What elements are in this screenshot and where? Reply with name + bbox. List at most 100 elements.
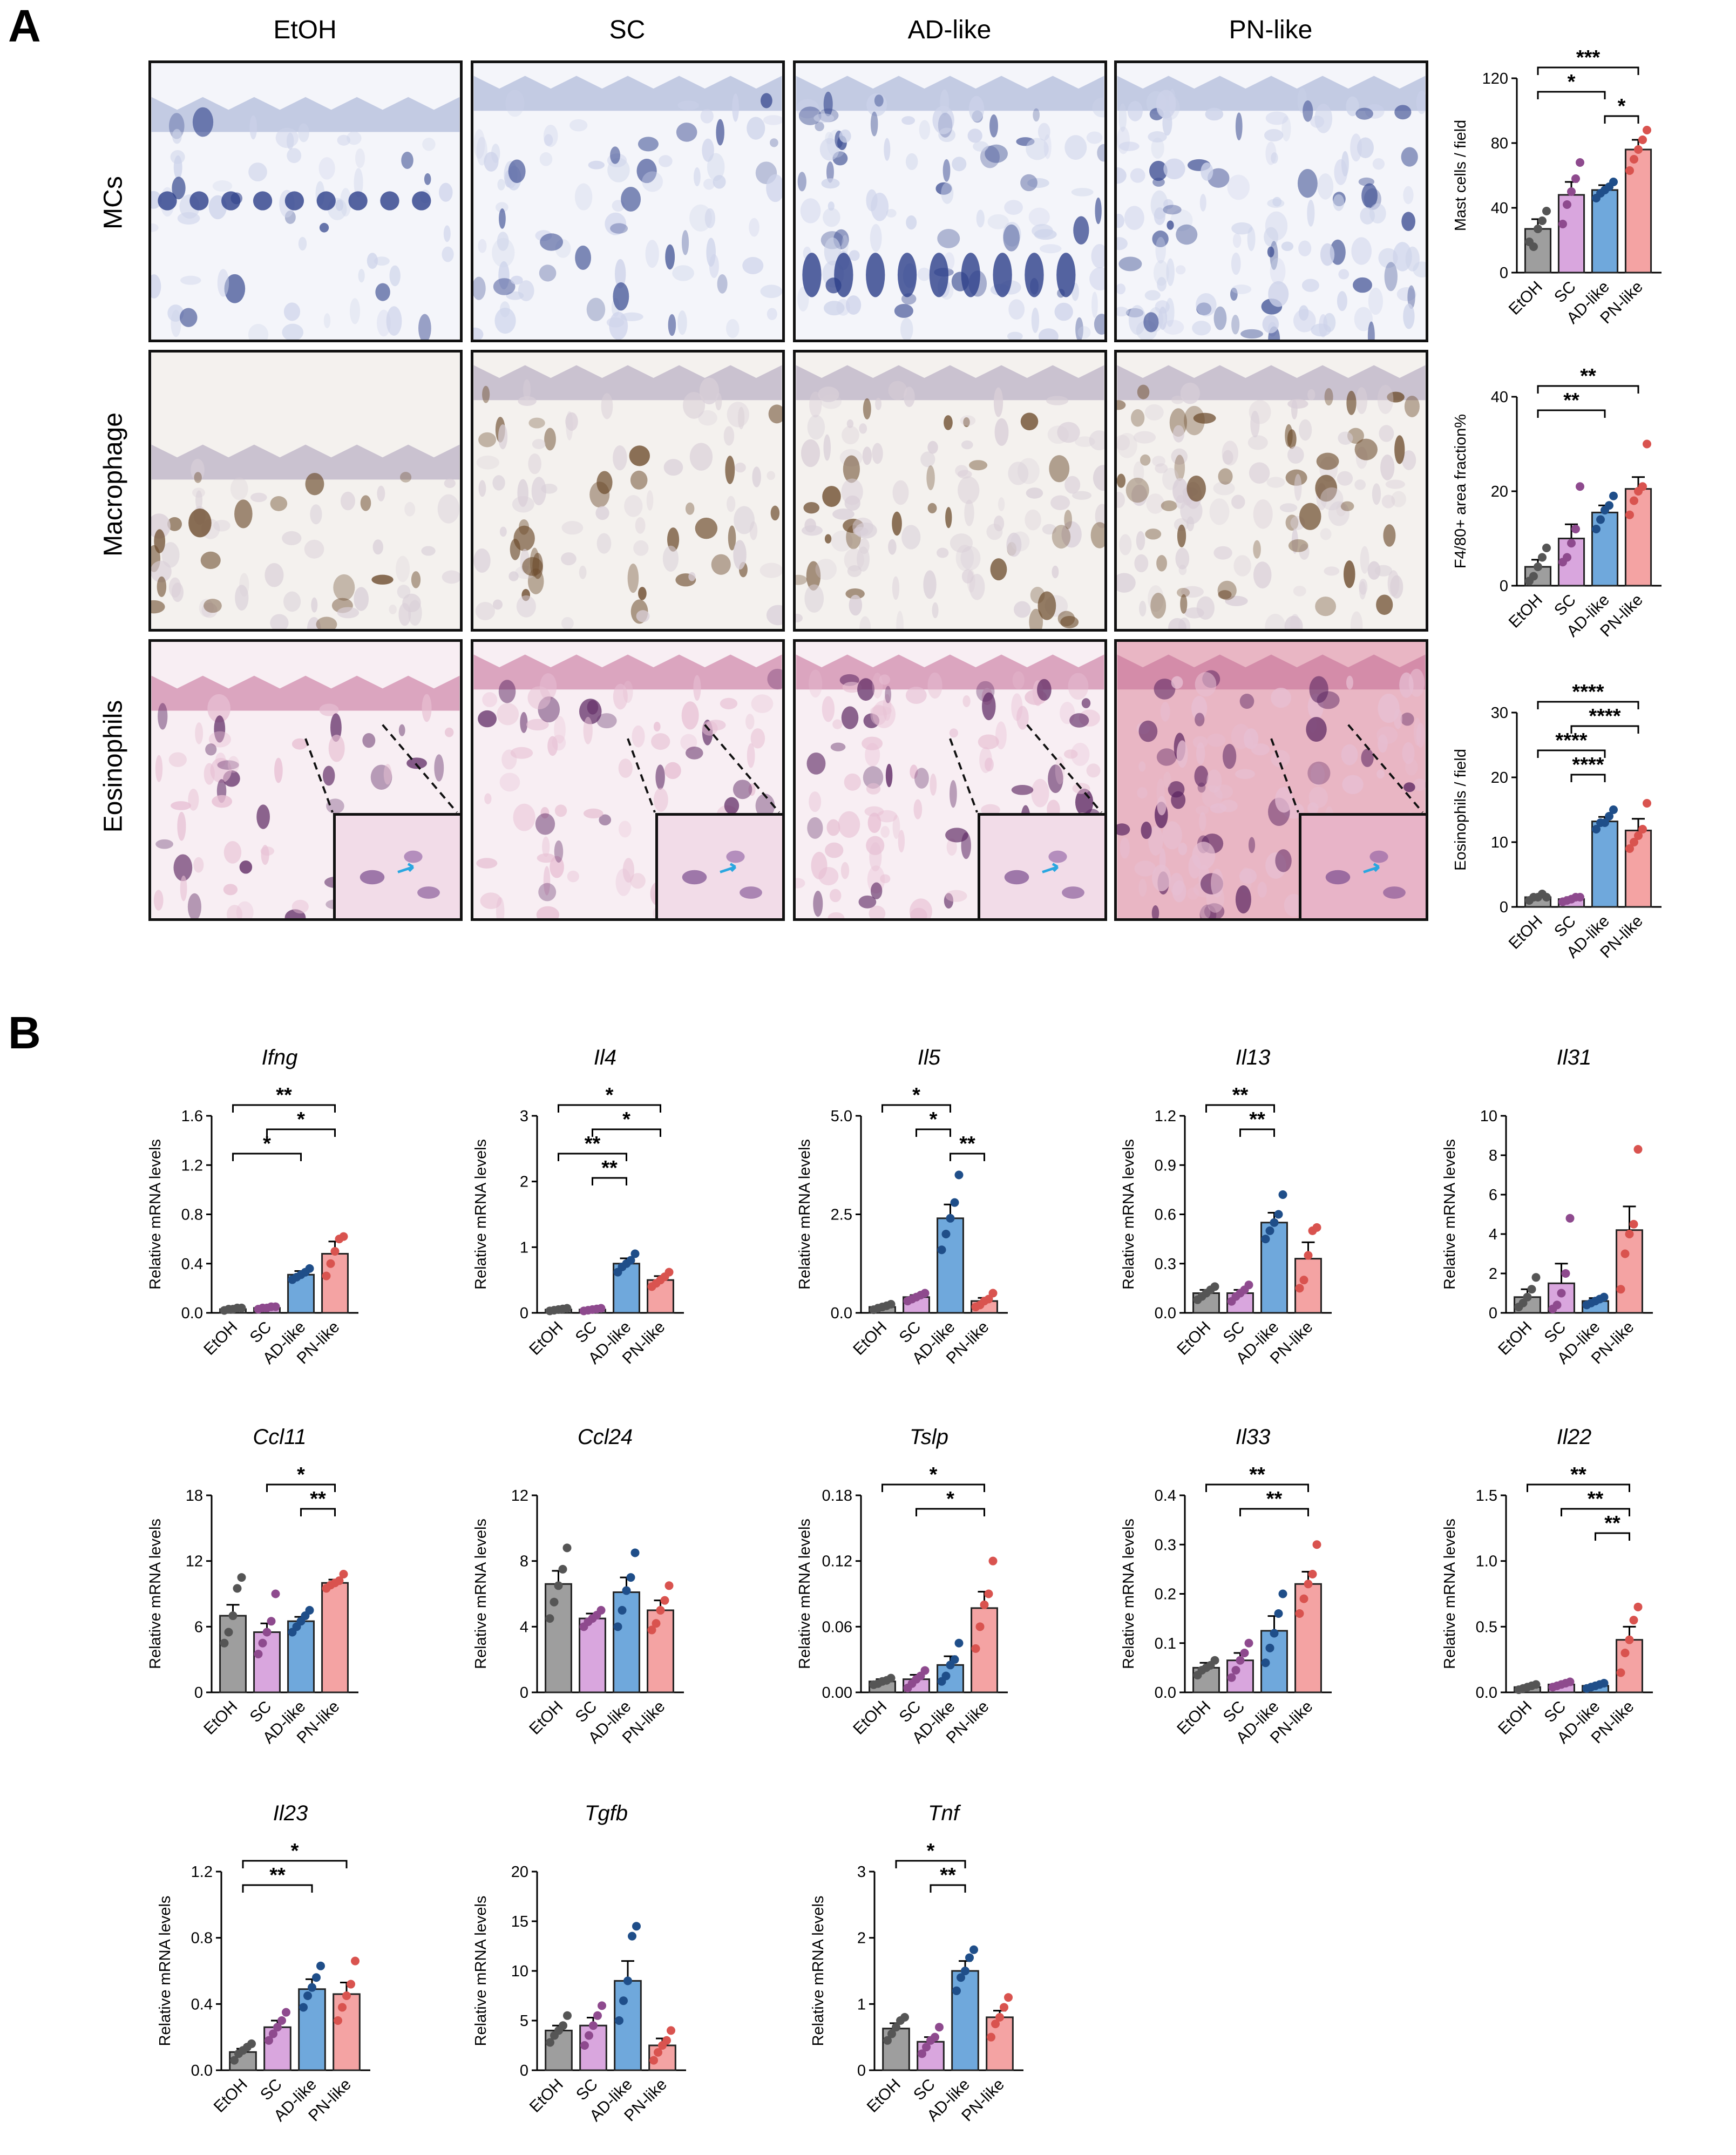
data-point	[1620, 1249, 1630, 1258]
data-point	[1529, 242, 1538, 251]
data-point	[593, 2011, 602, 2020]
column-header-etoh: EtOH	[273, 16, 337, 44]
data-point	[664, 1268, 674, 1277]
data-point	[1261, 1235, 1270, 1244]
y-tick-label: 0.4	[181, 1256, 203, 1273]
data-point	[312, 1973, 321, 1982]
x-tick-label: SC	[573, 2076, 601, 2104]
y-tick-label: 3	[857, 1863, 866, 1881]
data-point	[1538, 553, 1547, 562]
data-point	[554, 1581, 563, 1590]
column-header-pn-like: PN-like	[1229, 16, 1313, 44]
bar	[321, 1253, 349, 1314]
y-tick-label: 0.0	[831, 1305, 852, 1322]
significance-bracket	[242, 1884, 313, 1893]
data-point	[559, 2021, 567, 2030]
significance-label: *	[930, 1463, 938, 1486]
x-tick-label: EtOH	[211, 2076, 251, 2116]
bar	[1591, 821, 1619, 908]
y-tick-label: 0	[1500, 899, 1508, 916]
data-point	[334, 2016, 342, 2025]
significance-bracket	[916, 1128, 951, 1137]
chart-title: Il33	[1236, 1425, 1271, 1449]
data-point	[1643, 799, 1651, 808]
data-point	[613, 1622, 622, 1631]
data-point	[1625, 510, 1634, 519]
y-tick-label: 0	[1489, 1305, 1497, 1322]
significance-label: **	[310, 1488, 326, 1510]
y-tick-label: 1.2	[191, 1863, 213, 1881]
chart-title: Ifng	[262, 1046, 298, 1069]
y-tick-label: 0.06	[822, 1618, 852, 1636]
significance-label: **	[601, 1157, 618, 1180]
significance-label: **	[1266, 1488, 1283, 1510]
data-point	[1531, 1273, 1541, 1282]
data-point	[1563, 200, 1571, 209]
data-point	[1592, 525, 1601, 533]
data-point	[271, 1589, 280, 1598]
x-tick-label: EtOH	[864, 2076, 904, 2116]
magnified-inset	[978, 813, 1107, 921]
y-tick-label: 1.2	[181, 1157, 203, 1174]
y-tick-label: 5	[520, 2012, 528, 2030]
significance-bracket	[1537, 749, 1606, 758]
y-tick-label: 6	[1489, 1187, 1497, 1204]
data-point	[950, 1655, 959, 1664]
data-point	[1529, 572, 1538, 581]
magnified-inset	[333, 813, 463, 921]
y-tick-label: 0	[520, 1305, 528, 1322]
data-point	[1571, 525, 1580, 533]
y-tick-label: 30	[1491, 704, 1508, 722]
data-point	[660, 1596, 669, 1605]
x-tick-label: SC	[1541, 1318, 1570, 1347]
significance-label: *	[297, 1108, 305, 1131]
data-point	[237, 1573, 246, 1582]
bar	[1524, 228, 1552, 274]
y-tick-label: 4	[1489, 1226, 1497, 1243]
y-tick-label: 8	[1489, 1147, 1497, 1164]
bar	[333, 1993, 361, 2071]
data-point	[546, 2038, 554, 2047]
y-tick-label: 1	[520, 1239, 528, 1256]
data-point	[1620, 1649, 1630, 1657]
y-tick-label: 1	[857, 1996, 866, 2013]
data-point	[1557, 1289, 1566, 1298]
y-tick-label: 0.0	[181, 1305, 203, 1322]
y-tick-label: 4	[520, 1618, 528, 1636]
data-point	[1633, 1602, 1643, 1611]
data-point	[1609, 491, 1618, 500]
bar	[613, 1591, 640, 1693]
y-tick-label: 0.8	[191, 1930, 213, 1947]
significance-label: **	[276, 1084, 292, 1107]
y-axis-label: Relative mRNA levels	[796, 1139, 813, 1290]
data-point	[957, 1973, 965, 1982]
data-point	[652, 1619, 661, 1628]
significance-bracket	[1537, 91, 1606, 99]
data-point	[1638, 825, 1647, 833]
y-tick-label: 0.12	[822, 1553, 852, 1570]
data-point	[886, 1673, 896, 1683]
x-tick-label: EtOH	[526, 1698, 566, 1738]
panel-b-label: B	[8, 1007, 41, 1058]
data-point	[622, 1586, 631, 1595]
y-tick-label: 0	[194, 1684, 203, 1702]
significance-label: **	[1570, 1463, 1586, 1486]
data-point	[558, 1564, 567, 1574]
data-point	[339, 1570, 348, 1578]
data-point	[1210, 1656, 1219, 1665]
data-point	[1304, 1251, 1313, 1260]
significance-label: **	[1588, 1488, 1604, 1510]
significance-bracket	[300, 1508, 336, 1516]
data-point	[258, 1638, 267, 1648]
histology-image	[471, 60, 785, 342]
data-point	[654, 2048, 662, 2057]
x-tick-label: SC	[910, 2076, 939, 2104]
y-tick-label: 1.2	[1155, 1108, 1176, 1125]
y-tick-label: 15	[511, 1913, 528, 1930]
data-point	[937, 1245, 946, 1255]
significance-label: ****	[1555, 729, 1587, 752]
data-point	[598, 2001, 606, 2010]
data-point	[299, 2003, 308, 2012]
significance-bracket	[1537, 701, 1639, 709]
x-tick-label: SC	[896, 1318, 925, 1347]
